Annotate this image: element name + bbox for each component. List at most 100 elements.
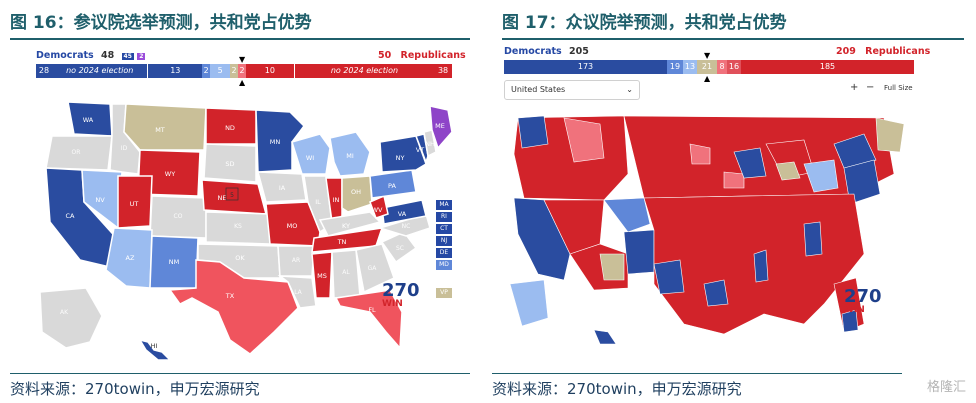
house-nd-sd[interactable] bbox=[689, 143, 711, 165]
vp-box[interactable]: VP bbox=[436, 288, 452, 298]
senate-bar-seg-5[interactable]: 2 bbox=[230, 64, 239, 78]
state-sc[interactable] bbox=[380, 231, 418, 264]
label-sc: SC bbox=[396, 245, 404, 252]
house-mn-wi[interactable] bbox=[733, 147, 767, 179]
state-ar[interactable] bbox=[277, 245, 315, 277]
state-fl[interactable] bbox=[334, 289, 403, 350]
watermark: 格隆汇 bbox=[926, 380, 966, 395]
zoom-out-button[interactable]: − bbox=[866, 82, 875, 93]
state-va[interactable] bbox=[381, 199, 427, 225]
house-figure-title: 图 17：众议院举预测，共和党占优势 bbox=[502, 8, 964, 40]
state-ky[interactable] bbox=[318, 211, 382, 237]
side-box-ma[interactable]: MA bbox=[436, 200, 452, 210]
house-bar-seg-6[interactable]: 185 bbox=[741, 60, 914, 74]
state-wv[interactable] bbox=[369, 194, 389, 219]
senate-bar-seg-9[interactable]: 38 bbox=[434, 64, 452, 78]
house-tx-west[interactable] bbox=[653, 259, 685, 295]
senate-bar-seg-1[interactable]: no 2024 election bbox=[51, 64, 148, 78]
label-in: IN bbox=[333, 196, 340, 204]
house-ms-delta[interactable] bbox=[753, 249, 769, 283]
state-hi[interactable] bbox=[138, 338, 172, 361]
state-nh[interactable] bbox=[423, 129, 437, 158]
state-ms[interactable] bbox=[311, 251, 333, 299]
region-dropdown[interactable]: United States ⌄ bbox=[504, 80, 640, 100]
house-ia[interactable] bbox=[723, 171, 745, 189]
side-box-nj[interactable]: NJ bbox=[436, 236, 452, 246]
senate-figure-title: 图 16：参议院选举预测，共和党占优势 bbox=[10, 8, 470, 40]
state-ak[interactable] bbox=[39, 287, 103, 349]
full-size-button[interactable]: Full Size bbox=[884, 84, 913, 92]
senate-bar-seg-3[interactable]: 2 bbox=[202, 64, 211, 78]
state-la[interactable] bbox=[277, 275, 317, 309]
label-ms: MS bbox=[317, 272, 327, 280]
senate-bar-seg-8[interactable]: no 2024 election bbox=[293, 64, 435, 78]
logo-win-text: WIN bbox=[382, 299, 403, 309]
state-nd[interactable] bbox=[205, 107, 257, 145]
zoom-in-button[interactable]: + bbox=[850, 82, 859, 93]
house-majority-marker-top: ▼ bbox=[704, 51, 711, 60]
house-fl-south[interactable] bbox=[841, 309, 859, 333]
region-dropdown-value: United States bbox=[511, 85, 566, 94]
house-bar-seg-1[interactable]: 19 bbox=[667, 60, 683, 74]
house-tx-houston[interactable] bbox=[703, 279, 729, 307]
house-ut-co[interactable] bbox=[603, 197, 651, 233]
state-ne[interactable] bbox=[201, 179, 267, 215]
house-bar-seg-3[interactable]: 21 bbox=[697, 60, 717, 74]
state-or[interactable] bbox=[45, 135, 113, 171]
state-oh[interactable] bbox=[341, 175, 373, 213]
side-box-ct[interactable]: CT bbox=[436, 224, 452, 234]
state-az[interactable] bbox=[105, 227, 153, 289]
label-ny: NY bbox=[396, 154, 405, 162]
house-bar-seg-4[interactable]: 8 bbox=[717, 60, 727, 74]
side-box-ri[interactable]: RI bbox=[436, 212, 452, 222]
label-id: ID bbox=[121, 145, 128, 152]
house-bar-seg-2[interactable]: 13 bbox=[683, 60, 697, 74]
house-ga[interactable] bbox=[803, 221, 823, 257]
senate-bar-seg-4[interactable]: 5 bbox=[210, 64, 231, 78]
senate-dem-count: 48 bbox=[101, 50, 115, 61]
label-fl: FL bbox=[368, 306, 376, 314]
house-id-district[interactable] bbox=[563, 117, 605, 163]
house-az-tossup[interactable] bbox=[599, 253, 625, 281]
house-dem-header: Democrats 205 bbox=[504, 46, 589, 58]
senate-bar-seg-7[interactable]: 10 bbox=[246, 64, 294, 78]
house-northeast-corridor[interactable] bbox=[843, 159, 881, 205]
label-va: VA bbox=[398, 210, 407, 218]
side-box-md[interactable]: MD bbox=[436, 260, 452, 270]
label-mo: MO bbox=[287, 222, 298, 230]
state-mt[interactable] bbox=[123, 103, 207, 151]
state-mi[interactable] bbox=[329, 131, 371, 177]
house-mi-tossup[interactable] bbox=[775, 161, 801, 181]
state-tx[interactable] bbox=[168, 259, 299, 355]
ne-district-box[interactable] bbox=[225, 187, 239, 201]
house-pa[interactable] bbox=[803, 159, 839, 193]
house-wa-district[interactable] bbox=[517, 115, 549, 149]
label-wi: WI bbox=[306, 154, 314, 162]
senate-majority-marker-top: ▼ bbox=[239, 55, 246, 64]
state-sd[interactable] bbox=[203, 143, 257, 183]
state-ga[interactable] bbox=[355, 243, 395, 294]
house-bar-seg-0[interactable]: 173 bbox=[504, 60, 667, 74]
house-ny[interactable] bbox=[833, 133, 877, 169]
senate-bar-seg-6[interactable]: 2 bbox=[238, 64, 246, 78]
state-me[interactable] bbox=[429, 105, 453, 150]
label-pa: PA bbox=[388, 182, 397, 190]
senate-bar-seg-2[interactable]: 13 bbox=[147, 64, 203, 78]
state-ny[interactable] bbox=[379, 135, 427, 173]
side-box-de[interactable]: DE bbox=[436, 248, 452, 258]
house-me[interactable] bbox=[875, 117, 905, 153]
state-wi[interactable] bbox=[291, 133, 331, 175]
label-ia: IA bbox=[279, 184, 286, 192]
senate-dem-badge-1: 45 bbox=[121, 53, 134, 60]
label-mn: MN bbox=[270, 138, 281, 146]
house-nm[interactable] bbox=[623, 229, 655, 275]
label-nd: ND bbox=[225, 124, 235, 132]
state-ia[interactable] bbox=[257, 171, 307, 203]
state-pa[interactable] bbox=[369, 169, 417, 199]
house-hi[interactable] bbox=[593, 329, 617, 345]
senate-bar-seg-0[interactable]: 28 bbox=[36, 64, 52, 78]
house-ak[interactable] bbox=[509, 279, 549, 327]
house-rep-count: 209 bbox=[836, 46, 856, 57]
house-bar-seg-5[interactable]: 16 bbox=[727, 60, 741, 74]
senate-rep-label: Republicans bbox=[400, 50, 466, 61]
